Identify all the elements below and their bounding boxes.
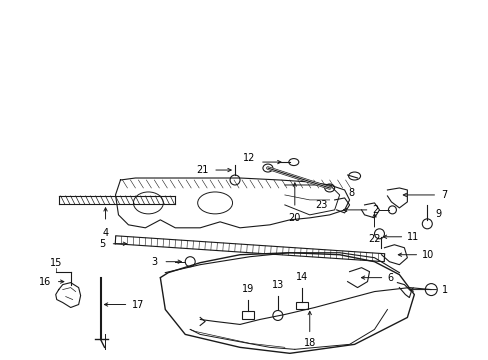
Text: 10: 10 [422, 250, 434, 260]
Text: 19: 19 [242, 284, 254, 293]
Circle shape [185, 257, 195, 267]
Text: 2: 2 [372, 205, 378, 215]
Text: 14: 14 [295, 271, 307, 282]
Text: 20: 20 [288, 213, 301, 223]
Text: 15: 15 [49, 258, 62, 268]
Text: 6: 6 [386, 273, 393, 283]
Text: 12: 12 [242, 153, 254, 163]
Ellipse shape [348, 172, 360, 180]
Text: 9: 9 [434, 209, 441, 219]
FancyBboxPatch shape [242, 311, 253, 319]
Circle shape [425, 284, 436, 296]
FancyBboxPatch shape [295, 302, 307, 310]
Ellipse shape [263, 164, 272, 172]
Ellipse shape [288, 159, 298, 166]
Text: 16: 16 [39, 276, 51, 287]
Text: 23: 23 [315, 200, 327, 210]
Text: 13: 13 [271, 280, 284, 289]
Text: 8: 8 [348, 188, 354, 198]
Ellipse shape [324, 184, 334, 192]
Text: 11: 11 [407, 232, 419, 242]
Text: 17: 17 [132, 300, 144, 310]
Text: 3: 3 [151, 257, 157, 267]
Text: 4: 4 [102, 228, 108, 238]
Text: 7: 7 [440, 190, 447, 200]
Text: 1: 1 [441, 284, 447, 294]
Circle shape [229, 175, 240, 185]
Text: 21: 21 [195, 165, 208, 175]
Circle shape [374, 229, 384, 239]
Circle shape [422, 219, 431, 229]
Circle shape [272, 310, 282, 320]
Text: 22: 22 [367, 234, 380, 244]
Text: 5: 5 [99, 239, 105, 249]
Text: 18: 18 [303, 338, 315, 348]
Circle shape [387, 206, 396, 214]
